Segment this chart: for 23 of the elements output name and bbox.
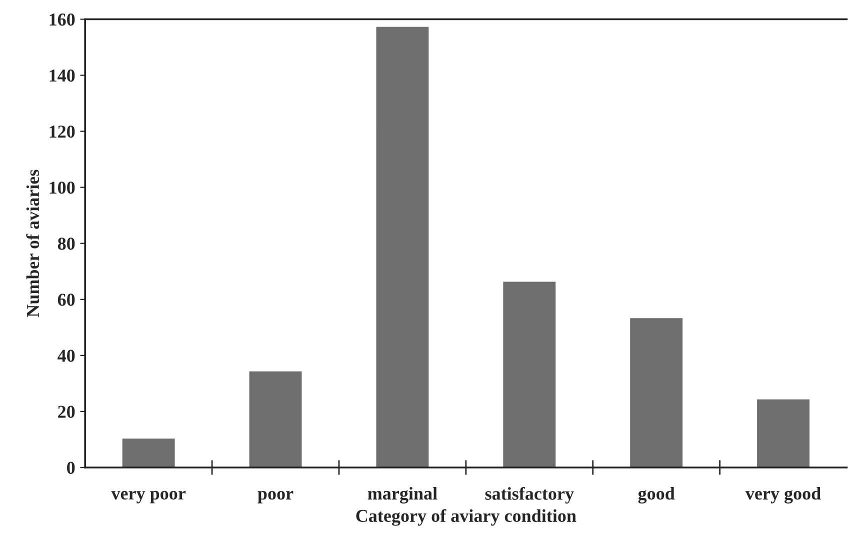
y-tick-label: 160: [50, 14, 75, 26]
x-tick-label: marginal: [368, 486, 438, 504]
bar: [249, 371, 302, 468]
bar: [376, 26, 429, 468]
y-tick-label: 100: [50, 182, 75, 194]
y-tick-label: 0: [67, 462, 75, 474]
bar: [122, 438, 175, 468]
x-axis-title: Category of aviary condition: [356, 509, 576, 526]
x-tick-label: satisfactory: [485, 486, 574, 504]
y-tick-label: 60: [58, 294, 75, 306]
bar: [503, 282, 556, 468]
x-tick-label: poor: [258, 490, 294, 504]
y-tick-label: 40: [58, 350, 75, 362]
bar: [630, 318, 683, 468]
bar: [757, 399, 810, 468]
x-tick-label: very poor: [111, 490, 186, 504]
y-tick-label: 20: [58, 406, 75, 418]
x-tick-label: good: [638, 486, 675, 504]
y-axis-title: Number of aviaries: [26, 170, 40, 318]
y-tick-label: 140: [50, 70, 75, 82]
y-tick-label: 120: [50, 126, 75, 138]
y-tick-label: 80: [58, 238, 75, 250]
x-tick-label: very good: [745, 486, 821, 504]
